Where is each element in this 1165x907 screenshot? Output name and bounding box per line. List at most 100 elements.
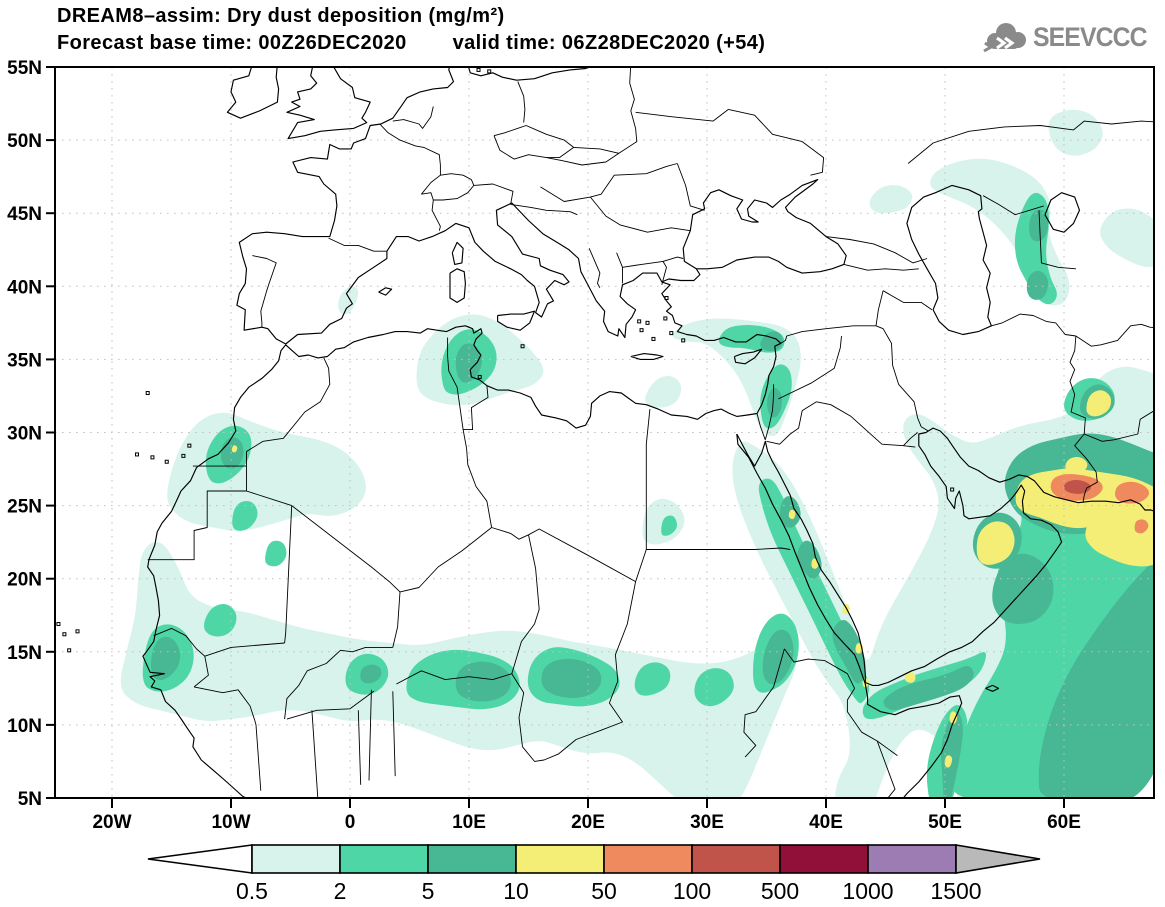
country-border-path [1069, 335, 1086, 435]
coastline-path [1044, 192, 1081, 233]
country-border-path [284, 646, 393, 720]
country-border-path [392, 591, 401, 648]
dust-region-l50 [1114, 481, 1150, 504]
x-tick-label: 40E [809, 812, 843, 833]
dust-region-l50 [1134, 519, 1149, 534]
country-border-path [194, 686, 262, 791]
country-border-path [843, 263, 919, 271]
country-border-path [875, 325, 929, 432]
x-tick-label: 30E [690, 812, 724, 833]
small-island [637, 319, 642, 324]
country-border-path [517, 81, 526, 123]
legend-segment [603, 844, 693, 874]
small-island [639, 328, 644, 333]
y-tick-label: 55N [7, 58, 42, 79]
dust-region-l5 [767, 387, 782, 418]
country-border-path [590, 163, 678, 198]
small-island [664, 295, 669, 300]
country-border-path [635, 549, 647, 582]
y-tick-label: 45N [7, 204, 42, 225]
y-tick-label: 5N [18, 789, 42, 810]
x-tick-label: 0 [345, 812, 356, 833]
dust-region-l5 [941, 711, 963, 798]
country-border-path [246, 490, 292, 507]
dust-region-l5 [1029, 209, 1049, 242]
legend-tick-label: 0.5 [236, 878, 268, 904]
dust-region-l5 [797, 540, 822, 579]
dust-region-l5 [360, 664, 382, 684]
country-border-path [284, 505, 293, 644]
small-island [181, 453, 186, 458]
dust-region-l05 [1100, 208, 1154, 268]
country-border-path [396, 670, 512, 685]
dust-region-l5 [762, 629, 794, 685]
dust-region-l5 [992, 553, 1054, 625]
country-border-path [491, 527, 636, 582]
country-border-path [399, 527, 492, 593]
header: DREAM8–assim: Dry dust deposition (mg/m²… [57, 5, 765, 55]
country-border-path [811, 335, 842, 384]
small-island [651, 336, 656, 341]
country-border-path [1075, 323, 1154, 347]
y-tick-label: 25N [7, 497, 42, 518]
country-border-path [473, 183, 514, 205]
country-border-path [982, 195, 1044, 216]
country-border-path [903, 432, 918, 447]
y-tick-label: 50N [7, 131, 42, 152]
coastline-path [142, 281, 782, 798]
country-border-path [646, 547, 791, 550]
small-island [477, 374, 482, 379]
x-tick-label: 60E [1047, 812, 1081, 833]
small-island [476, 67, 481, 72]
small-island [487, 69, 492, 74]
country-border-path [588, 248, 601, 289]
legend-overflow-arrow [955, 844, 1041, 874]
legend-tick-label: 1500 [930, 878, 981, 904]
country-border-path [825, 236, 928, 264]
country-border-path [286, 690, 375, 720]
coastline-path [906, 184, 992, 336]
country-border-path [846, 688, 898, 756]
y-tick-label: 10N [7, 716, 42, 737]
dust-region-l5 [455, 343, 482, 383]
y-tick-label: 20N [7, 570, 42, 591]
small-island [663, 316, 668, 321]
dust-region-l10 [231, 445, 238, 453]
country-border-path [291, 505, 401, 593]
coastline-path [736, 433, 963, 798]
country-border-path [876, 740, 896, 798]
forecast-base-time: Forecast base time: 00Z26DEC2020 [57, 32, 407, 54]
coastline-layer [56, 67, 1154, 798]
country-border-path [816, 401, 916, 448]
coastline-path [985, 684, 1000, 692]
country-border-path [622, 260, 664, 268]
small-island [134, 452, 139, 457]
coastline-path [449, 268, 466, 303]
country-border-path [392, 691, 396, 777]
dust-deposition-layer [120, 109, 1154, 798]
country-border-path [780, 325, 876, 344]
country-border-path [1074, 433, 1098, 503]
country-border-path [766, 401, 817, 445]
map-title: DREAM8–assim: Dry dust deposition (mg/m²… [57, 5, 505, 27]
y-tick-label: 40N [7, 277, 42, 298]
small-island [681, 338, 686, 343]
dust-region-l2 [203, 604, 237, 637]
dust-region-l10 [904, 671, 916, 683]
dust-region-l5 [541, 658, 602, 698]
country-border-path [511, 534, 540, 674]
dust-region-l05 [869, 185, 913, 214]
coastline-path [497, 310, 536, 331]
country-border-path [357, 710, 362, 785]
small-island [75, 629, 80, 634]
legend-segment [515, 844, 605, 874]
dust-region-l2 [634, 662, 671, 696]
country-border-path [991, 313, 1076, 337]
legend-segment [779, 844, 869, 874]
coastline-path [285, 202, 701, 345]
dust-region-l2 [265, 540, 287, 567]
legend-tick-label: 100 [673, 878, 711, 904]
dust-region-l2 [232, 500, 258, 531]
coastline-path [226, 67, 280, 119]
country-border-path [875, 290, 884, 326]
